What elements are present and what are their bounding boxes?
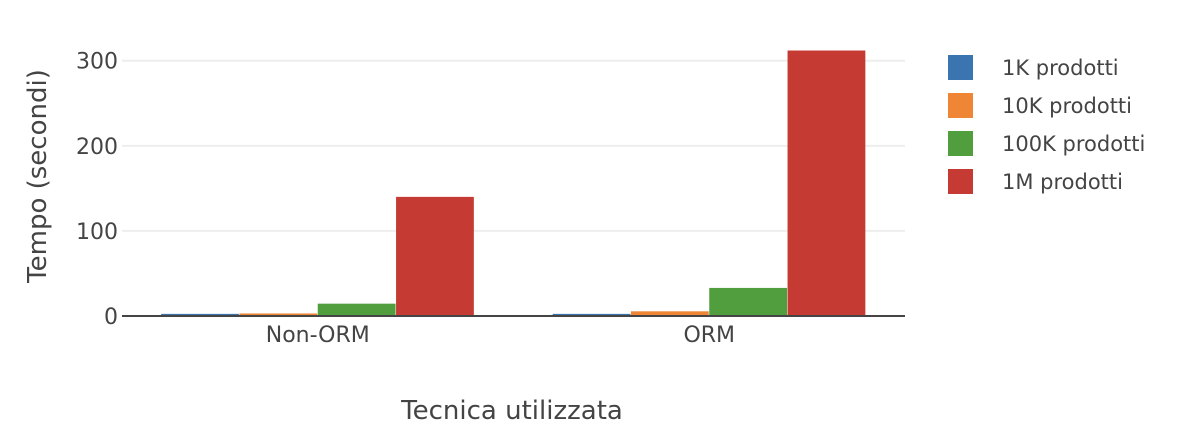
- bar: [161, 313, 239, 316]
- y-axis-title: Tempo (secondi): [23, 69, 53, 284]
- legend-swatch: [948, 93, 973, 118]
- grid-lines: [122, 59, 905, 232]
- x-tick-label: ORM: [683, 323, 735, 348]
- bar: [239, 313, 318, 316]
- legend-label: 100K prodotti: [1002, 132, 1145, 156]
- y-tick-label: 0: [104, 305, 118, 330]
- legend: 1K prodotti 10K prodotti 100K prodotti 1M p…: [948, 55, 1145, 194]
- x-tick-label: Non-ORM: [266, 323, 370, 348]
- y-tick-label: 300: [76, 50, 118, 75]
- bar: [709, 287, 788, 316]
- y-tick-label: 100: [76, 220, 118, 245]
- bar: [630, 311, 709, 316]
- bars: [161, 50, 866, 317]
- bar: [317, 303, 396, 316]
- x-axis-title: Tecnica utilizzata: [400, 396, 623, 426]
- legend-label: 1M prodotti: [1002, 170, 1123, 194]
- bar: [396, 196, 474, 316]
- legend-swatch: [948, 55, 973, 80]
- legend-swatch: [948, 169, 973, 194]
- legend-swatch: [948, 131, 973, 156]
- legend-label: 1K prodotti: [1002, 56, 1119, 80]
- legend-label: 10K prodotti: [1002, 94, 1132, 118]
- y-tick-label: 200: [76, 135, 118, 160]
- bar: [787, 50, 866, 317]
- x-tick-labels: Non-ORM ORM: [266, 323, 735, 348]
- y-tick-labels: 0 100 200 300: [76, 50, 118, 330]
- bar: [552, 313, 631, 316]
